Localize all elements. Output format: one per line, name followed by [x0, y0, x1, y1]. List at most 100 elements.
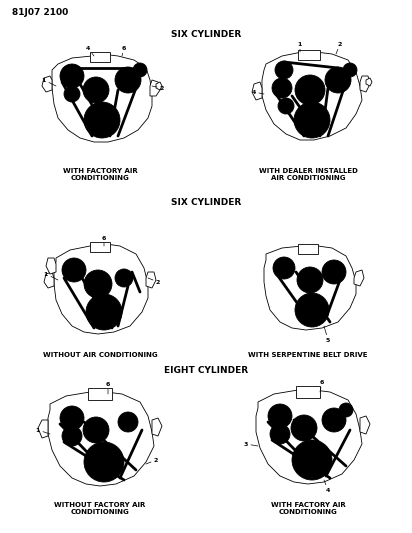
- Circle shape: [93, 301, 115, 323]
- Text: 3: 3: [244, 441, 258, 447]
- Text: 1: 1: [42, 77, 56, 86]
- Circle shape: [330, 72, 346, 88]
- Circle shape: [62, 258, 86, 282]
- Circle shape: [84, 270, 112, 298]
- Polygon shape: [44, 272, 54, 288]
- Polygon shape: [360, 416, 370, 434]
- Circle shape: [325, 67, 351, 93]
- Text: WITH SERPENTINE BELT DRIVE: WITH SERPENTINE BELT DRIVE: [248, 352, 368, 358]
- Polygon shape: [42, 76, 52, 92]
- Circle shape: [343, 63, 357, 77]
- Text: 1: 1: [36, 427, 50, 434]
- Circle shape: [292, 440, 332, 480]
- Polygon shape: [52, 54, 152, 142]
- Text: WITHOUT AIR CONDITIONING: WITHOUT AIR CONDITIONING: [43, 352, 157, 358]
- Polygon shape: [48, 392, 154, 486]
- Circle shape: [327, 265, 341, 279]
- Circle shape: [273, 409, 287, 423]
- Circle shape: [300, 448, 324, 472]
- Circle shape: [268, 404, 292, 428]
- Circle shape: [83, 77, 109, 103]
- Text: 6: 6: [102, 236, 106, 246]
- Polygon shape: [38, 420, 48, 438]
- Polygon shape: [54, 244, 148, 334]
- Text: SIX CYLINDER: SIX CYLINDER: [171, 198, 241, 207]
- Circle shape: [342, 406, 350, 414]
- Circle shape: [67, 89, 77, 99]
- Circle shape: [297, 267, 323, 293]
- Text: WITH DEALER INSTALLED
AIR CONDITIONING: WITH DEALER INSTALLED AIR CONDITIONING: [259, 168, 358, 181]
- Circle shape: [84, 102, 120, 138]
- Text: 6: 6: [320, 379, 324, 392]
- Circle shape: [278, 262, 290, 274]
- Polygon shape: [152, 418, 162, 436]
- Text: 2: 2: [152, 85, 164, 91]
- Circle shape: [339, 403, 353, 417]
- Text: 2: 2: [148, 278, 160, 285]
- Text: 5: 5: [324, 326, 330, 343]
- Circle shape: [88, 422, 104, 438]
- Text: WITH FACTORY AIR
CONDITIONING: WITH FACTORY AIR CONDITIONING: [271, 502, 345, 515]
- Polygon shape: [46, 258, 56, 274]
- Circle shape: [302, 272, 318, 288]
- Circle shape: [64, 86, 80, 102]
- Circle shape: [119, 273, 129, 283]
- Text: 1: 1: [44, 271, 58, 280]
- Circle shape: [65, 69, 79, 83]
- Circle shape: [83, 417, 109, 443]
- Polygon shape: [264, 246, 356, 330]
- Polygon shape: [156, 82, 162, 90]
- Circle shape: [86, 294, 122, 330]
- Circle shape: [278, 98, 294, 114]
- Text: SIX CYLINDER: SIX CYLINDER: [171, 30, 241, 39]
- Polygon shape: [360, 76, 370, 92]
- Text: WITHOUT FACTORY AIR
CONDITIONING: WITHOUT FACTORY AIR CONDITIONING: [54, 502, 146, 515]
- Polygon shape: [252, 82, 262, 100]
- Circle shape: [65, 411, 79, 425]
- Text: 1: 1: [298, 42, 302, 52]
- Circle shape: [281, 101, 291, 111]
- Bar: [298, 50, 320, 60]
- Circle shape: [60, 64, 84, 88]
- Bar: [88, 388, 112, 400]
- Circle shape: [294, 102, 330, 138]
- Circle shape: [291, 415, 317, 441]
- Circle shape: [136, 66, 144, 74]
- Polygon shape: [366, 78, 372, 86]
- Circle shape: [62, 426, 82, 446]
- Circle shape: [115, 269, 133, 287]
- Text: 2: 2: [336, 42, 342, 54]
- Text: WITH FACTORY AIR
CONDITIONING: WITH FACTORY AIR CONDITIONING: [63, 168, 137, 181]
- Text: 4: 4: [252, 90, 264, 94]
- Circle shape: [120, 72, 136, 88]
- Text: 4: 4: [86, 45, 94, 56]
- Circle shape: [272, 78, 292, 98]
- Polygon shape: [146, 272, 156, 288]
- Circle shape: [91, 109, 113, 131]
- Circle shape: [270, 424, 290, 444]
- Circle shape: [92, 450, 116, 474]
- Circle shape: [275, 61, 293, 79]
- Circle shape: [327, 413, 341, 427]
- Circle shape: [301, 81, 319, 99]
- Circle shape: [302, 300, 322, 320]
- Circle shape: [88, 82, 104, 98]
- Circle shape: [273, 257, 295, 279]
- Text: EIGHT CYLINDER: EIGHT CYLINDER: [164, 366, 248, 375]
- Text: 6: 6: [106, 382, 110, 394]
- Bar: [298, 244, 318, 254]
- Circle shape: [67, 263, 81, 277]
- Polygon shape: [262, 52, 362, 140]
- Text: 81J07 2100: 81J07 2100: [12, 8, 68, 17]
- Circle shape: [60, 406, 84, 430]
- Bar: [90, 52, 110, 62]
- Circle shape: [322, 260, 346, 284]
- Circle shape: [118, 412, 138, 432]
- Circle shape: [89, 275, 107, 293]
- Circle shape: [133, 63, 147, 77]
- Text: 4: 4: [324, 480, 330, 492]
- Text: 6: 6: [122, 45, 126, 56]
- Circle shape: [122, 416, 134, 428]
- Text: 2: 2: [146, 457, 158, 464]
- Circle shape: [115, 67, 141, 93]
